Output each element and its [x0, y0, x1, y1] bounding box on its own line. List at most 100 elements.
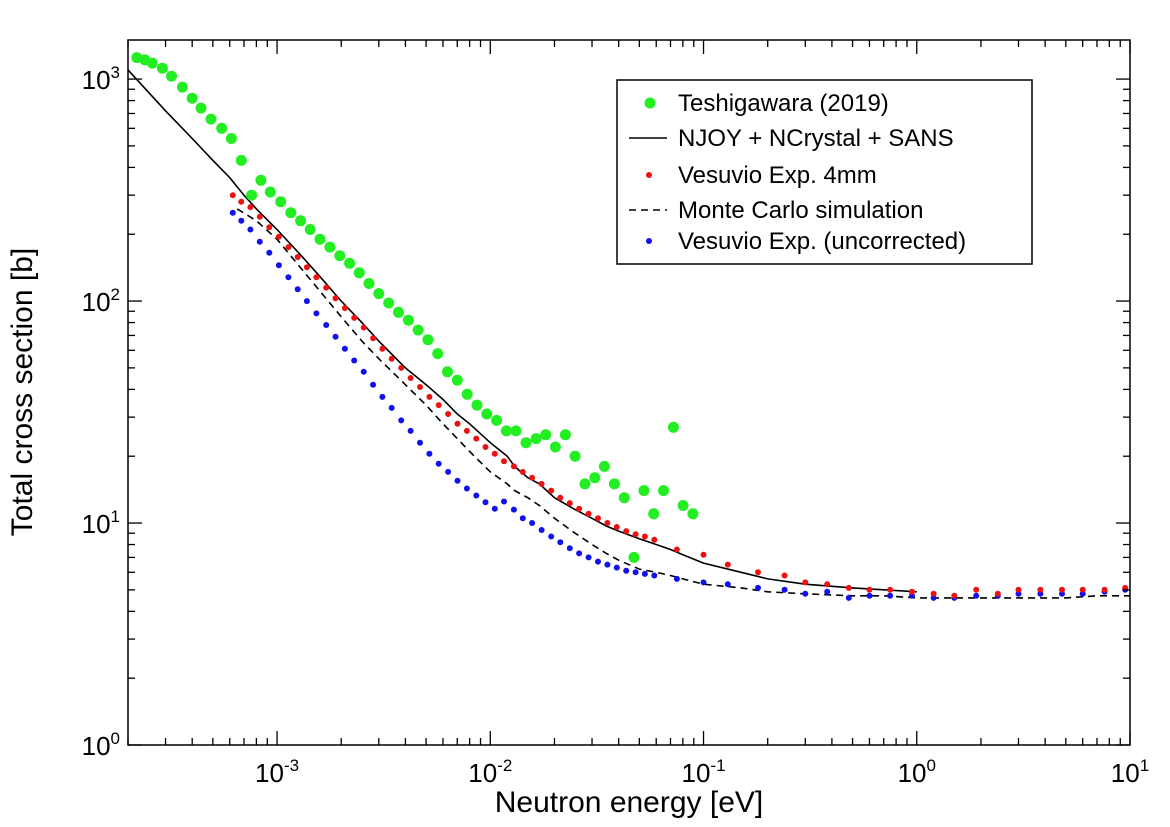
point-teshigawara-2019: [451, 374, 463, 386]
point-vesuvio-exp-uncorrected: [463, 485, 470, 492]
point-vesuvio-exp-4mm: [576, 505, 583, 512]
point-vesuvio-exp-4mm: [332, 295, 339, 302]
point-vesuvio-exp-4mm: [930, 590, 937, 597]
point-vesuvio-exp-4mm: [398, 364, 405, 371]
point-teshigawara-2019: [195, 102, 207, 114]
point-vesuvio-exp-uncorrected: [585, 554, 592, 561]
point-vesuvio-exp-4mm: [294, 254, 301, 260]
point-vesuvio-exp-uncorrected: [529, 520, 536, 526]
point-teshigawara-2019: [225, 133, 237, 144]
point-vesuvio-exp-4mm: [379, 345, 386, 352]
point-vesuvio-exp-4mm: [370, 335, 377, 342]
point-vesuvio-exp-uncorrected: [435, 460, 442, 467]
point-vesuvio-exp-uncorrected: [930, 594, 937, 601]
point-vesuvio-exp-uncorrected: [755, 584, 761, 591]
point-vesuvio-exp-4mm: [491, 450, 498, 457]
point-vesuvio-exp-4mm: [247, 204, 254, 211]
point-vesuvio-exp-uncorrected: [538, 527, 545, 533]
point-vesuvio-exp-uncorrected: [510, 506, 517, 513]
point-teshigawara-2019: [549, 441, 561, 453]
point-teshigawara-2019: [186, 92, 198, 104]
point-teshigawara-2019: [393, 306, 404, 318]
point-vesuvio-exp-uncorrected: [613, 564, 620, 571]
point-teshigawara-2019: [658, 485, 669, 497]
point-teshigawara-2019: [304, 224, 316, 235]
x-tick-label: 10-1: [682, 756, 726, 788]
point-vesuvio-exp-4mm: [951, 592, 958, 599]
point-vesuvio-exp-uncorrected: [275, 262, 282, 269]
point-vesuvio-exp-4mm: [866, 586, 873, 593]
point-teshigawara-2019: [334, 250, 346, 262]
point-teshigawara-2019: [540, 429, 552, 441]
point-vesuvio-exp-4mm: [275, 233, 282, 240]
point-teshigawara-2019: [579, 478, 591, 490]
point-vesuvio-exp-4mm: [229, 192, 236, 199]
point-vesuvio-exp-4mm: [285, 244, 292, 251]
point-vesuvio-exp-4mm: [445, 411, 452, 417]
point-vesuvio-exp-uncorrected: [332, 333, 339, 340]
point-vesuvio-exp-uncorrected: [824, 588, 831, 595]
point-teshigawara-2019: [491, 414, 503, 426]
x-tick-label: 101: [1111, 756, 1149, 788]
point-teshigawara-2019: [344, 257, 356, 269]
point-vesuvio-exp-4mm: [266, 224, 273, 231]
point-vesuvio-exp-4mm: [802, 579, 809, 586]
point-vesuvio-exp-4mm: [482, 444, 489, 450]
point-vesuvio-exp-4mm: [510, 463, 517, 470]
point-vesuvio-exp-uncorrected: [294, 286, 301, 293]
point-vesuvio-exp-uncorrected: [285, 274, 292, 281]
point-vesuvio-exp-4mm: [700, 551, 707, 558]
point-vesuvio-exp-4mm: [529, 474, 536, 481]
point-teshigawara-2019: [255, 174, 267, 186]
point-teshigawara-2019: [216, 122, 228, 134]
point-vesuvio-exp-4mm: [360, 324, 367, 331]
point-vesuvio-exp-uncorrected: [238, 217, 245, 224]
point-teshigawara-2019: [353, 267, 365, 279]
legend-label-njoy: NJOY + NCrystal + SANS: [678, 125, 954, 152]
legend-label-teshigawara: Teshigawara (2019): [678, 90, 889, 117]
point-vesuvio-exp-uncorrected: [557, 539, 564, 546]
point-vesuvio-exp-uncorrected: [802, 590, 809, 597]
point-teshigawara-2019: [520, 437, 532, 449]
point-teshigawara-2019: [373, 288, 385, 300]
point-teshigawara-2019: [363, 278, 375, 289]
point-teshigawara-2019: [314, 233, 326, 245]
point-vesuvio-exp-uncorrected: [256, 238, 263, 245]
point-vesuvio-exp-4mm: [313, 274, 320, 281]
point-vesuvio-exp-4mm: [341, 305, 348, 312]
point-vesuvio-exp-uncorrected: [781, 586, 788, 593]
point-vesuvio-exp-uncorrected: [303, 298, 310, 305]
point-vesuvio-exp-4mm: [755, 569, 761, 576]
point-teshigawara-2019: [422, 334, 434, 346]
point-teshigawara-2019: [628, 551, 640, 563]
point-vesuvio-exp-uncorrected: [673, 575, 680, 582]
point-vesuvio-exp-uncorrected: [623, 567, 630, 574]
legend: Teshigawara (2019) NJOY + NCrystal + SAN…: [616, 79, 1033, 265]
series-line-monte-carlo-simulation: [236, 208, 1130, 599]
legend-marker-vesuvio-uncorrected: [646, 238, 652, 244]
x-axis-title: Neutron energy [eV]: [495, 786, 764, 819]
point-vesuvio-exp-4mm: [845, 584, 852, 591]
point-vesuvio-exp-uncorrected: [351, 357, 358, 364]
point-vesuvio-exp-uncorrected: [247, 226, 254, 233]
legend-marker-teshigawara: [644, 97, 656, 109]
legend-label-vesuvio-uncorrected: Vesuvio Exp. (uncorrected): [678, 228, 966, 255]
point-vesuvio-exp-uncorrected: [266, 249, 273, 256]
point-vesuvio-exp-4mm: [519, 468, 526, 475]
point-teshigawara-2019: [461, 388, 473, 400]
x-tick-label: 10-3: [255, 756, 299, 788]
point-vesuvio-exp-uncorrected: [482, 499, 489, 506]
point-vesuvio-exp-4mm: [994, 590, 1001, 597]
point-vesuvio-exp-4mm: [407, 375, 414, 381]
point-teshigawara-2019: [648, 508, 660, 520]
point-vesuvio-exp-4mm: [557, 494, 564, 501]
point-vesuvio-exp-4mm: [1037, 586, 1044, 593]
point-vesuvio-exp-4mm: [548, 487, 555, 494]
point-vesuvio-exp-4mm: [724, 561, 731, 568]
x-tick-label: 10-2: [468, 756, 512, 788]
point-vesuvio-exp-4mm: [973, 586, 980, 593]
point-teshigawara-2019: [235, 154, 247, 166]
point-vesuvio-exp-uncorrected: [360, 368, 367, 375]
point-teshigawara-2019: [166, 70, 177, 82]
